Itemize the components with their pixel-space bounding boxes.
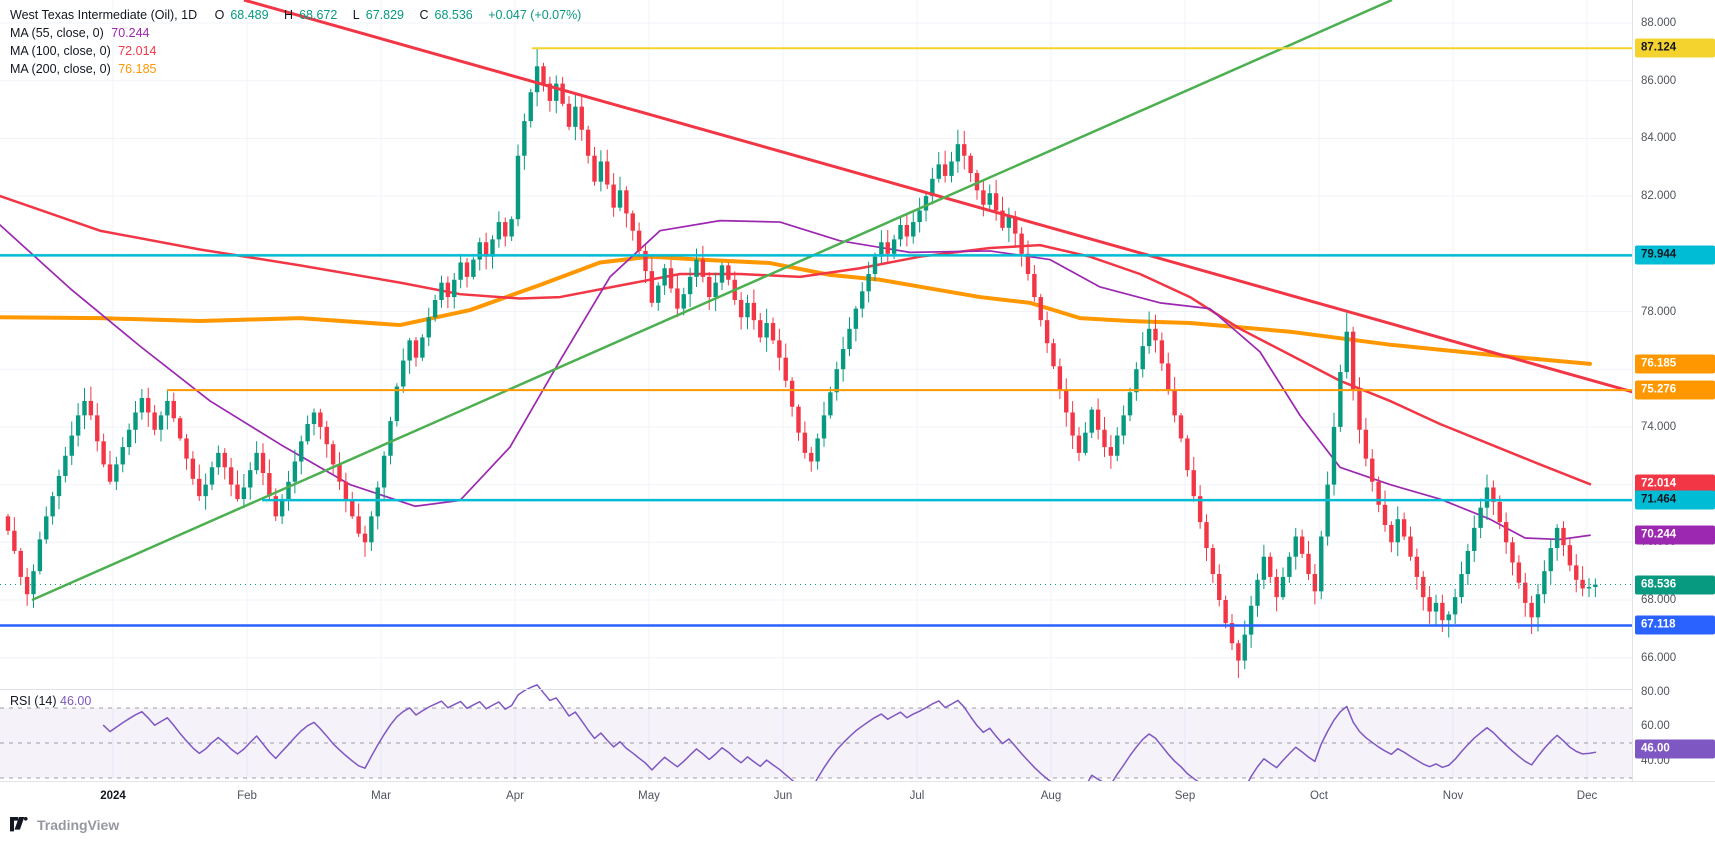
rsi-tick: 60.00 bbox=[1641, 720, 1670, 732]
price-label-chip: 72.014 bbox=[1635, 474, 1715, 494]
ma200-value: 76.185 bbox=[118, 62, 157, 76]
tradingview-logo-icon bbox=[10, 817, 28, 832]
time-axis[interactable]: 2024 Feb Mar Apr May Jun Jul Aug Sep Oct Nov Dec bbox=[0, 782, 1715, 812]
price-tick: 84.000 bbox=[1641, 132, 1677, 145]
time-axis-border bbox=[0, 781, 1715, 782]
price-tick: 86.000 bbox=[1641, 74, 1677, 87]
rsi-value-chip: 46.00 bbox=[1635, 739, 1715, 759]
month-tick: Dec bbox=[1576, 790, 1598, 802]
month-tick: Nov bbox=[1442, 790, 1464, 802]
price-label-chip: 87.124 bbox=[1635, 38, 1715, 58]
month-tick: Aug bbox=[1040, 790, 1062, 802]
ma55-legend-row[interactable]: MA (55, close, 0) 70.244 bbox=[10, 26, 150, 40]
price-tick: 88.000 bbox=[1641, 17, 1677, 29]
price-tick: 82.000 bbox=[1641, 190, 1677, 203]
pane-divider[interactable] bbox=[0, 689, 1632, 690]
rsi-value: 46.00 bbox=[60, 694, 92, 708]
ma55-value: 70.244 bbox=[111, 26, 150, 40]
ma100-legend-row[interactable]: MA (100, close, 0) 72.014 bbox=[10, 44, 157, 58]
price-tick: 74.000 bbox=[1641, 420, 1677, 433]
rsi-legend-row[interactable]: RSI (14) 46.00 bbox=[10, 694, 92, 708]
month-tick: Feb bbox=[237, 790, 257, 802]
price-tick: 78.000 bbox=[1641, 305, 1677, 318]
open-value: 68.489 bbox=[230, 8, 269, 22]
axis-border-vertical bbox=[1632, 0, 1633, 812]
month-tick: May bbox=[638, 790, 660, 802]
price-label-chip: 75.276 bbox=[1635, 380, 1715, 400]
price-tick: 68.000 bbox=[1641, 594, 1677, 606]
ma100-value: 72.014 bbox=[118, 44, 157, 58]
month-tick: Jul bbox=[909, 790, 925, 802]
month-tick: Jun bbox=[773, 790, 793, 802]
month-tick: Oct bbox=[1310, 790, 1328, 802]
chart-legend: West Texas Intermediate (Oil), 1D O 68.48… bbox=[10, 6, 587, 78]
month-tick: Apr bbox=[506, 790, 524, 802]
change-value: +0.047 (+0.07%) bbox=[488, 8, 582, 22]
month-tick: Sep bbox=[1174, 790, 1196, 802]
price-label-chip: 76.185 bbox=[1635, 354, 1715, 374]
ma200-legend-row[interactable]: MA (200, close, 0) 76.185 bbox=[10, 62, 157, 76]
tradingview-logo-text: TradingView bbox=[37, 817, 120, 833]
high-value: 68.672 bbox=[299, 8, 338, 22]
close-value: 68.536 bbox=[434, 8, 473, 22]
price-axis[interactable]: 88.00086.00084.00082.00078.00074.00070.0… bbox=[1633, 0, 1715, 781]
rsi-tick: 80.00 bbox=[1641, 686, 1670, 698]
low-value: 67.829 bbox=[365, 8, 404, 22]
price-label-chip: 71.464 bbox=[1635, 490, 1715, 510]
price-tick: 66.000 bbox=[1641, 651, 1677, 664]
price-label-chip: 79.944 bbox=[1635, 245, 1715, 265]
month-tick: Mar bbox=[371, 790, 391, 802]
tradingview-logo[interactable]: TradingView bbox=[10, 817, 119, 833]
chart-canvas[interactable] bbox=[0, 0, 1632, 812]
month-tick: 2024 bbox=[100, 790, 126, 802]
price-label-chip: 70.244 bbox=[1635, 525, 1715, 545]
price-label-chip: 68.536 bbox=[1635, 575, 1715, 595]
symbol-ohlc-row[interactable]: West Texas Intermediate (Oil), 1D O 68.48… bbox=[10, 8, 582, 22]
price-label-chip: 67.118 bbox=[1635, 615, 1715, 635]
symbol-title: West Texas Intermediate (Oil), 1D bbox=[10, 8, 198, 22]
